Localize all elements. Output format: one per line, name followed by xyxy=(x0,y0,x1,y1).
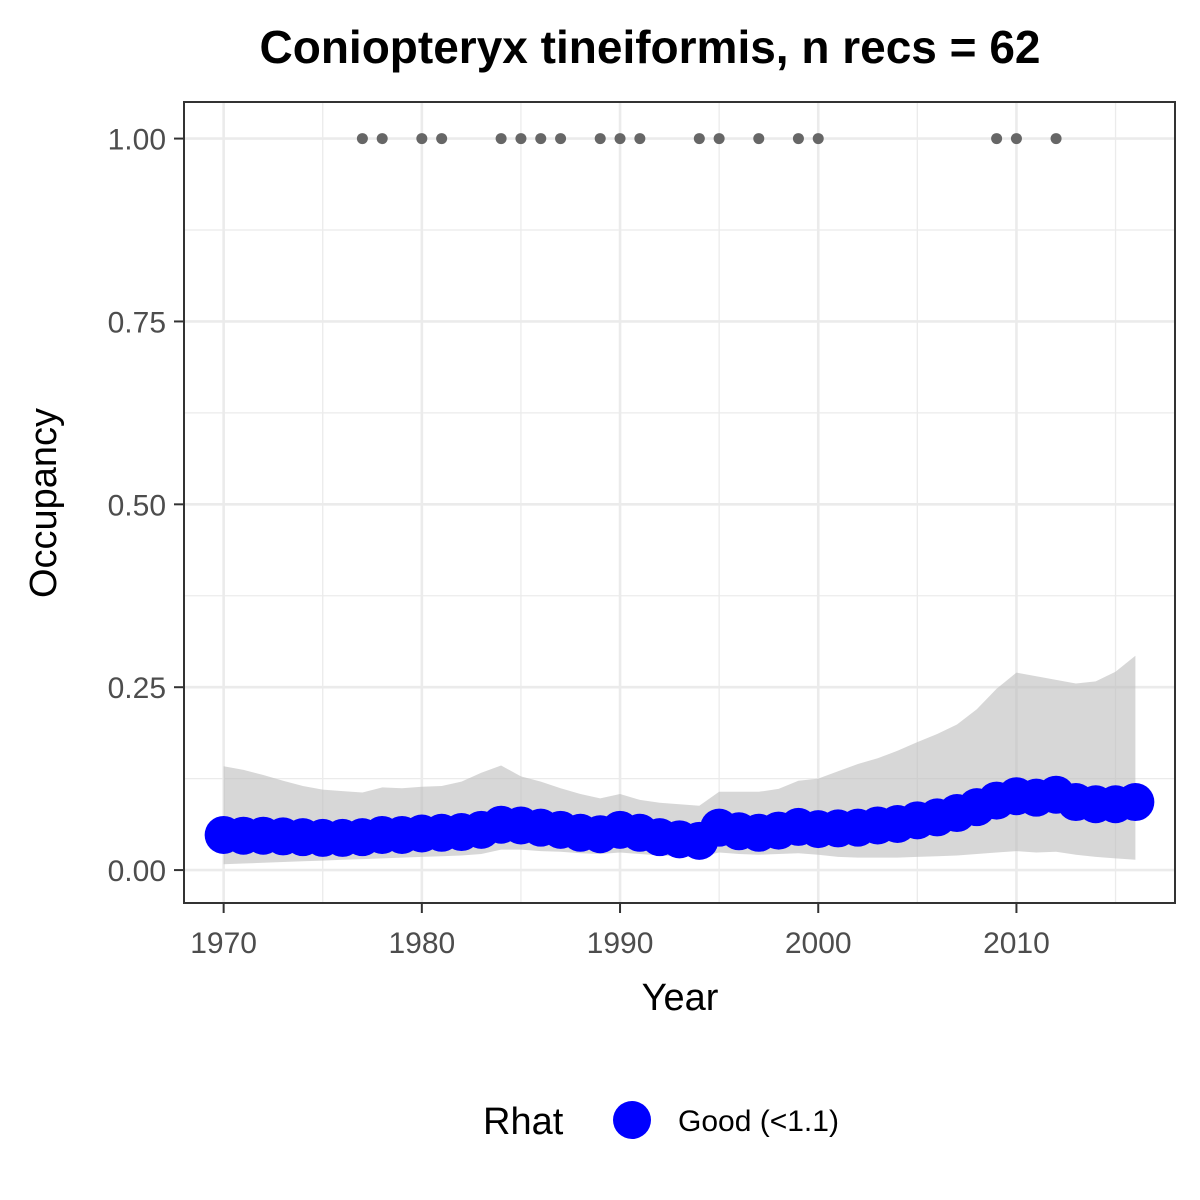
plot-panel xyxy=(183,101,1176,904)
x-tick-label: 1980 xyxy=(388,927,455,960)
record-point xyxy=(693,133,705,145)
x-axis-title: Year xyxy=(642,977,719,1019)
y-axis: 0.00 0.25 0.50 0.75 1.00 xyxy=(108,124,184,888)
legend-key-good xyxy=(613,1101,651,1139)
record-point xyxy=(1010,133,1022,145)
panel-border xyxy=(183,101,1176,904)
record-point xyxy=(991,133,1003,145)
record-point xyxy=(416,133,428,145)
record-point xyxy=(634,133,646,145)
x-tick-label: 2000 xyxy=(785,927,852,960)
records-layer xyxy=(356,133,1062,145)
y-tick-label: 0.25 xyxy=(108,672,166,705)
y-tick-label: 1.00 xyxy=(108,124,166,157)
record-point xyxy=(812,133,824,145)
x-axis: 1970 1980 1990 2000 2010 xyxy=(190,903,1050,960)
y-tick-label: 0.50 xyxy=(108,489,166,522)
record-point xyxy=(594,133,606,145)
y-axis-title: Occupancy xyxy=(23,408,65,598)
record-point xyxy=(555,133,567,145)
record-point xyxy=(753,133,765,145)
record-point xyxy=(535,133,547,145)
legend: Rhat Good (<1.1) xyxy=(483,1101,839,1143)
x-tick-label: 2010 xyxy=(983,927,1050,960)
legend-label-good: Good (<1.1) xyxy=(678,1105,839,1138)
record-point xyxy=(614,133,626,145)
x-tick-label: 1990 xyxy=(587,927,654,960)
points-layer xyxy=(204,775,1155,860)
record-point xyxy=(436,133,448,145)
occupancy-point xyxy=(1116,783,1155,822)
y-tick-label: 0.75 xyxy=(108,306,166,339)
chart-title: Coniopteryx tineiformis, n recs = 62 xyxy=(260,21,1041,73)
record-point xyxy=(376,133,388,145)
legend-title: Rhat xyxy=(483,1101,564,1143)
record-point xyxy=(713,133,725,145)
x-tick-label: 1970 xyxy=(190,927,257,960)
record-point xyxy=(792,133,804,145)
record-point xyxy=(515,133,527,145)
record-point xyxy=(495,133,507,145)
record-point xyxy=(1050,133,1062,145)
y-tick-label: 0.00 xyxy=(108,855,166,888)
record-point xyxy=(356,133,368,145)
